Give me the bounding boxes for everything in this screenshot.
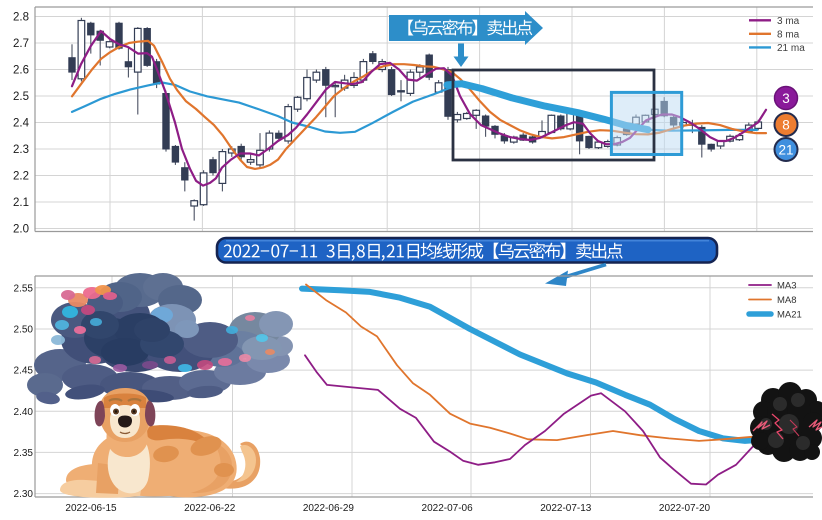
svg-text:21: 21 xyxy=(778,143,793,158)
svg-text:3: 3 xyxy=(782,91,790,106)
svg-text:2.2: 2.2 xyxy=(13,171,29,183)
svg-text:2.50: 2.50 xyxy=(14,325,34,336)
svg-text:2022-07-06: 2022-07-06 xyxy=(422,503,474,514)
svg-text:2.30: 2.30 xyxy=(14,489,34,500)
svg-text:2.7: 2.7 xyxy=(13,38,29,50)
svg-text:2.8: 2.8 xyxy=(13,12,29,24)
svg-text:2022-06-15: 2022-06-15 xyxy=(65,503,117,514)
svg-text:2.5: 2.5 xyxy=(13,91,29,103)
svg-text:2.45: 2.45 xyxy=(14,366,34,377)
svg-text:2022-06-29: 2022-06-29 xyxy=(303,503,355,514)
svg-text:2.0: 2.0 xyxy=(13,224,29,236)
svg-text:8: 8 xyxy=(782,118,790,133)
svg-text:8 ma: 8 ma xyxy=(777,29,800,40)
svg-text:MA3: MA3 xyxy=(777,281,797,292)
svg-text:21 ma: 21 ma xyxy=(777,43,805,54)
svg-text:2.3: 2.3 xyxy=(13,144,29,156)
svg-text:2.4: 2.4 xyxy=(13,118,30,130)
svg-text:2.6: 2.6 xyxy=(13,65,29,77)
svg-text:2.1: 2.1 xyxy=(13,197,29,209)
svg-text:2.35: 2.35 xyxy=(14,448,34,459)
svg-text:2022-07-13: 2022-07-13 xyxy=(540,503,592,514)
svg-text:MA21: MA21 xyxy=(777,310,802,321)
svg-text:2.55: 2.55 xyxy=(14,283,34,294)
svg-text:MA8: MA8 xyxy=(777,295,797,306)
svg-text:2022-06-22: 2022-06-22 xyxy=(184,503,236,514)
svg-text:2.40: 2.40 xyxy=(14,407,34,418)
svg-text:2022-07-20: 2022-07-20 xyxy=(659,503,711,514)
svg-text:3 ma: 3 ma xyxy=(777,16,800,27)
